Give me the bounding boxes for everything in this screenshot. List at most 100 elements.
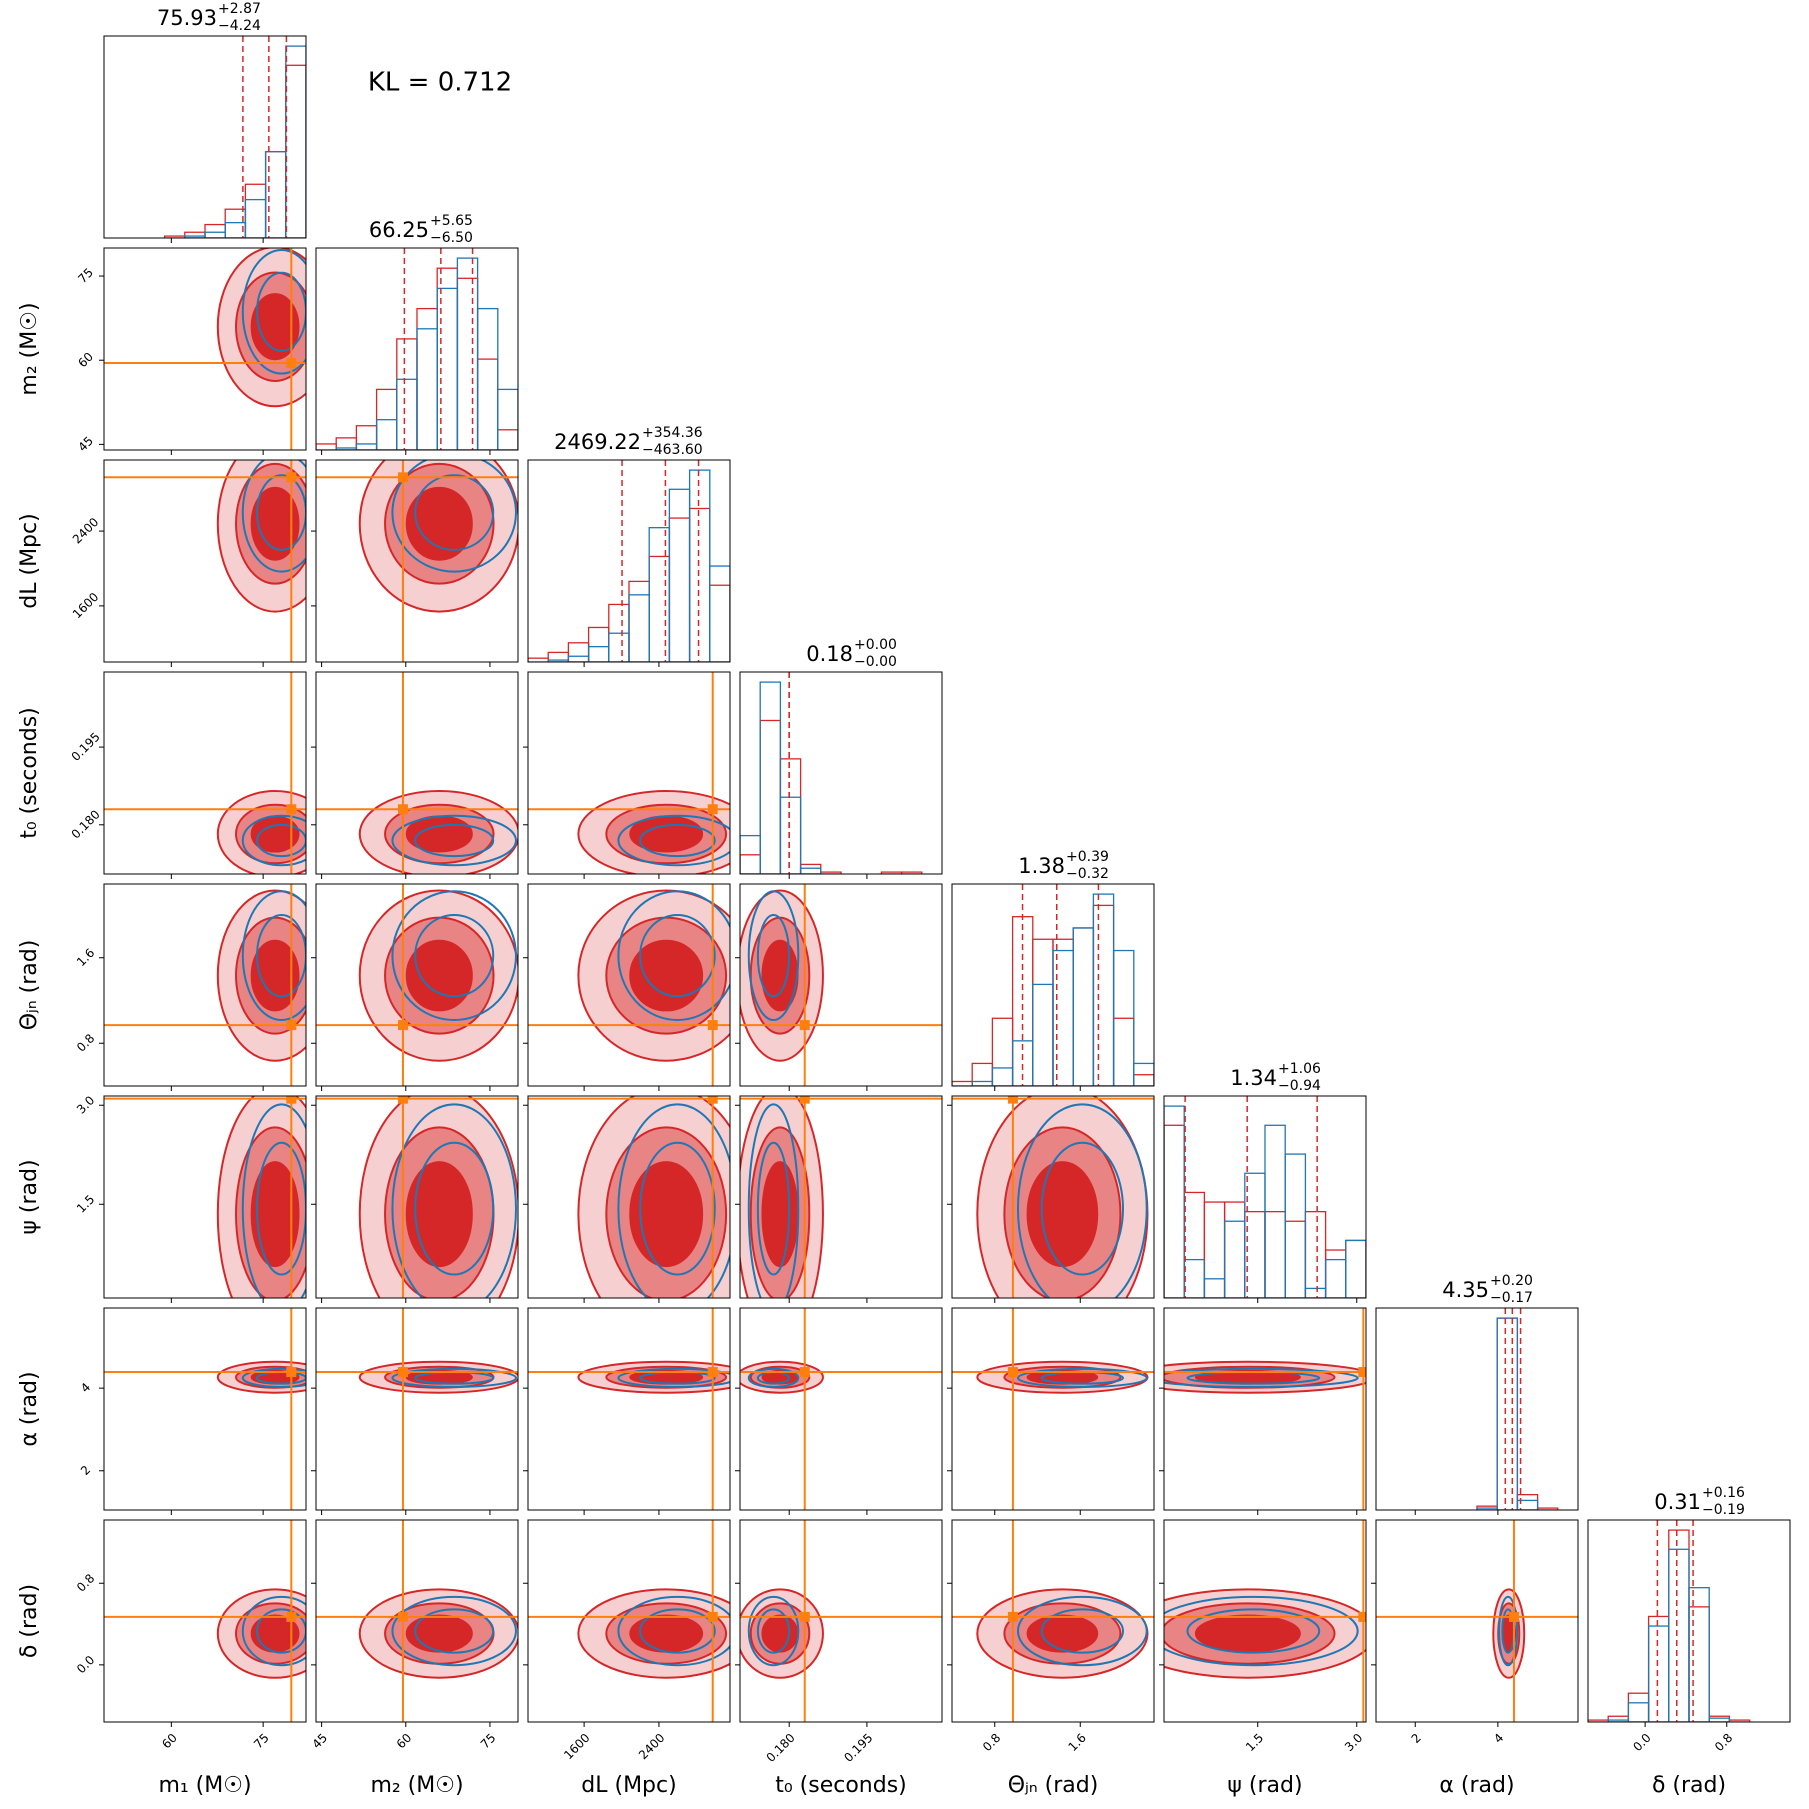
histogram-bar [1324,1249,1347,1298]
histogram-bar [608,632,630,662]
histogram-bar [1496,1317,1519,1510]
title-median: 1.38 [1018,854,1065,878]
histogram-bar [456,277,479,450]
panel-frame [1375,1307,1579,1511]
panel [740,672,923,874]
x-tick-label: 0.8 [1712,1731,1735,1754]
x-axis-label: α (rad) [1439,1773,1514,1798]
truth-marker [1007,1096,1018,1104]
truth-marker [1508,1611,1519,1622]
histogram-bar [1072,927,1095,1086]
title-plus: +0.39 [1066,849,1109,865]
title-median: 1.34 [1230,1066,1277,1090]
panel-frame [315,1307,519,1511]
x-axis-label: δ (rad) [1652,1773,1726,1798]
x-axis-label: m₂ (M☉) [370,1773,463,1798]
contour [250,1161,300,1268]
truth-marker [707,1096,718,1104]
panel-frame [1163,1519,1367,1723]
panel-frame [951,1095,1155,1299]
contour-blue [747,1595,800,1667]
panel [1376,1520,1578,1722]
panel [528,460,730,662]
truth-marker [707,1611,718,1622]
contour-blue [241,460,306,573]
x-tick-label: 75 [251,1731,272,1752]
histogram-bar [648,555,671,662]
histogram-bar [244,183,267,238]
histogram-bar [1112,949,1135,1086]
histogram-bar [375,419,398,450]
panel [163,36,306,238]
histogram-bar [1032,938,1054,1086]
y-tick-label: 0.180 [69,807,103,841]
panel-frame [1375,1519,1579,1723]
contour-blue [241,1367,306,1388]
y-tick-label: 75 [75,265,96,286]
contour-blue [414,823,495,858]
y-tick-label: 3.0 [74,1093,97,1116]
panel [316,248,518,450]
panel [952,1096,1154,1298]
contour-blue [1498,1595,1519,1667]
contour-blue [1186,1608,1321,1654]
x-tick-label: 1.6 [1065,1731,1088,1754]
y-tick-label: 2 [78,1463,93,1478]
x-axis-label: ψ (rad) [1227,1773,1302,1798]
truth-marker [799,1611,810,1622]
contour-blue [241,814,306,867]
contour [761,1161,799,1268]
panel-frame [527,671,731,875]
panel-frame [739,883,943,1087]
panel [316,460,518,662]
y-tick-label: 4 [78,1380,93,1395]
panel-frame [1587,1519,1791,1723]
x-axis-label: t₀ (seconds) [775,1773,907,1798]
histogram-bar [971,1080,994,1086]
histogram-bar [779,758,802,874]
title-median: 4.35 [1442,1278,1489,1302]
histogram-bar [244,198,267,238]
title-plus: +5.65 [430,213,473,229]
histogram-bar [264,150,287,238]
histogram-bar [1688,1587,1710,1722]
panel [316,672,518,874]
histogram-bar [759,681,782,874]
histogram-bar [587,626,610,662]
y-tick-label: 1600 [70,590,101,621]
histogram-bar [1708,1717,1731,1722]
histogram-bar [456,257,479,450]
y-tick-label: 0.8 [74,1031,97,1054]
contour [405,486,473,561]
histogram-bar [1223,1201,1246,1298]
contour [629,939,704,1012]
truth-marker [1358,1611,1366,1622]
x-axis-label: dL (Mpc) [581,1773,676,1798]
title-median: 66.25 [369,218,429,242]
histogram-bar [1668,1529,1690,1722]
truth-marker [286,472,297,483]
panel-frame [315,1095,519,1299]
histogram-bar [1052,938,1074,1086]
histogram-bar [799,867,822,874]
histogram-bar [1092,893,1115,1086]
panel [316,1096,518,1298]
x-axis-label: Θⱼₙ (rad) [1008,1773,1099,1798]
histogram-bar [1133,1062,1154,1086]
histogram-bar [1668,1548,1690,1722]
panel-frame [315,671,519,875]
histogram-bar [416,328,438,450]
panel-frame [739,1307,943,1511]
panel-frame [103,1095,307,1299]
x-tick-label: 0.8 [980,1731,1003,1754]
truth-marker [707,804,718,815]
histogram-bar [1304,1287,1327,1298]
contour [405,1161,473,1268]
panel-frame [739,1519,943,1723]
contour-blue [747,1103,800,1298]
histogram-bar [285,45,306,238]
histogram-bar [528,657,549,662]
y-axis-label: t₀ (seconds) [17,707,42,839]
histogram-bar [648,527,671,662]
histogram-bar [740,854,761,874]
